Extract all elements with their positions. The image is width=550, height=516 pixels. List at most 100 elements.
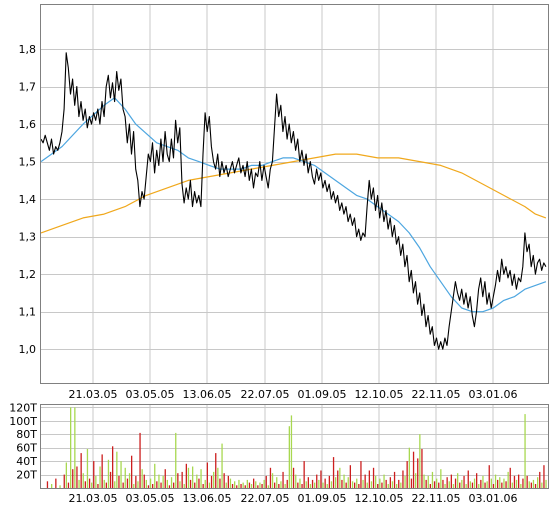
- volume-x-tick-label: 13.06.05: [183, 492, 232, 505]
- volume-bar: [215, 453, 217, 488]
- volume-bar: [80, 453, 82, 488]
- volume-y-tick-label: 20T: [16, 469, 37, 482]
- volume-bar: [503, 478, 505, 488]
- volume-bar: [465, 484, 467, 488]
- volume-bar: [311, 479, 314, 488]
- volume-bar: [164, 469, 166, 488]
- volume-bar: [356, 478, 358, 488]
- price-plot-frame: [40, 4, 549, 384]
- volume-bar: [511, 482, 513, 488]
- volume-bar: [305, 481, 307, 488]
- volume-bar: [114, 481, 116, 488]
- volume-bar: [497, 479, 499, 488]
- volume-x-tick-label: 22.11.05: [412, 492, 461, 505]
- volume-bar: [72, 469, 74, 488]
- volume-bar: [408, 447, 410, 488]
- volume-bar: [402, 470, 404, 488]
- volume-bar: [231, 484, 234, 488]
- volume-bar: [55, 478, 57, 488]
- volume-bar: [145, 479, 147, 488]
- volume-bar: [393, 471, 396, 488]
- volume-bar: [93, 461, 95, 488]
- volume-bar: [377, 484, 379, 488]
- volume-bar: [242, 482, 244, 488]
- volume-x-tick-label: 12.10.05: [355, 492, 404, 505]
- ma-short-line: [40, 97, 547, 313]
- volume-bar: [532, 479, 535, 488]
- volume-bar: [158, 474, 160, 488]
- volume-x-ticks: 21.03.05 03.05.05 13.06.05 22.07.05 01.09.05…: [69, 492, 518, 505]
- volume-bar: [524, 414, 526, 488]
- volume-bar: [91, 482, 93, 488]
- volume-bar: [358, 484, 360, 488]
- volume-bar: [282, 471, 284, 488]
- price-y-tick-label: 1,3: [19, 231, 37, 244]
- volume-bar: [332, 457, 335, 488]
- volume-bar: [431, 471, 434, 488]
- volume-bars: [46, 407, 547, 488]
- price-y-tick-label: 1,6: [19, 118, 37, 131]
- volume-bar: [360, 461, 362, 488]
- volume-bar: [219, 478, 221, 488]
- volume-bar: [200, 469, 202, 488]
- volume-bar: [490, 478, 492, 488]
- volume-bar: [257, 485, 259, 488]
- volume-bar: [70, 407, 72, 488]
- volume-bar: [494, 474, 497, 488]
- volume-bar: [202, 484, 204, 488]
- volume-bar: [326, 484, 328, 488]
- volume-bar: [404, 475, 406, 488]
- volume-bar: [309, 484, 312, 488]
- volume-bar: [354, 482, 356, 488]
- volume-bar: [507, 471, 509, 488]
- volume-bar: [480, 479, 482, 488]
- volume-bar: [415, 473, 417, 488]
- volume-bar: [95, 475, 97, 488]
- price-x-tick-label: 03.01.06: [469, 388, 518, 401]
- volume-bar: [292, 467, 295, 488]
- volume-bar: [513, 475, 516, 488]
- volume-bar: [284, 484, 286, 488]
- volume-bar: [528, 481, 530, 488]
- volume-bar: [240, 484, 242, 488]
- volume-bar: [442, 479, 444, 488]
- volume-bar: [478, 484, 480, 488]
- price-lines: [40, 52, 547, 350]
- volume-bar: [210, 475, 213, 488]
- volume-bar: [457, 473, 459, 488]
- volume-bar: [250, 484, 253, 488]
- volume-bar: [133, 484, 135, 488]
- volume-bar: [149, 478, 152, 488]
- volume-bar: [372, 467, 375, 488]
- volume-bar: [183, 484, 185, 488]
- volume-bar: [499, 477, 501, 488]
- volume-bar: [290, 415, 293, 488]
- price-x-tick-label: 22.07.05: [241, 388, 290, 401]
- volume-bar: [509, 467, 511, 488]
- volume-bar: [63, 474, 65, 488]
- volume-bar: [229, 478, 232, 488]
- volume-y-tick-label: 120T: [9, 401, 37, 414]
- price-y-tick-label: 1,7: [19, 81, 37, 94]
- price-y-tick-label: 1,4: [19, 193, 37, 206]
- volume-bar: [204, 479, 206, 488]
- volume-bar: [263, 479, 265, 488]
- volume-bar: [473, 478, 476, 488]
- volume-bar: [297, 482, 299, 488]
- price-y-tick-label: 1,0: [19, 343, 37, 356]
- volume-bar: [76, 466, 78, 488]
- volume-bar: [545, 479, 547, 488]
- volume-bar: [337, 470, 339, 488]
- price-x-tick-label: 22.11.05: [412, 388, 461, 401]
- volume-bar: [271, 473, 274, 488]
- volume-bar: [206, 462, 208, 488]
- volume-bar: [412, 451, 415, 488]
- volume-bar: [454, 478, 457, 488]
- volume-bar: [362, 479, 364, 488]
- volume-bar: [452, 484, 455, 488]
- volume-bar: [124, 467, 126, 488]
- price-y-ticks: 1,0 1,1 1,2 1,3 1,4 1,5 1,6 1,7 1,8: [19, 43, 37, 356]
- volume-bar: [147, 485, 150, 488]
- volume-bar: [261, 484, 263, 488]
- volume-bar: [213, 471, 215, 488]
